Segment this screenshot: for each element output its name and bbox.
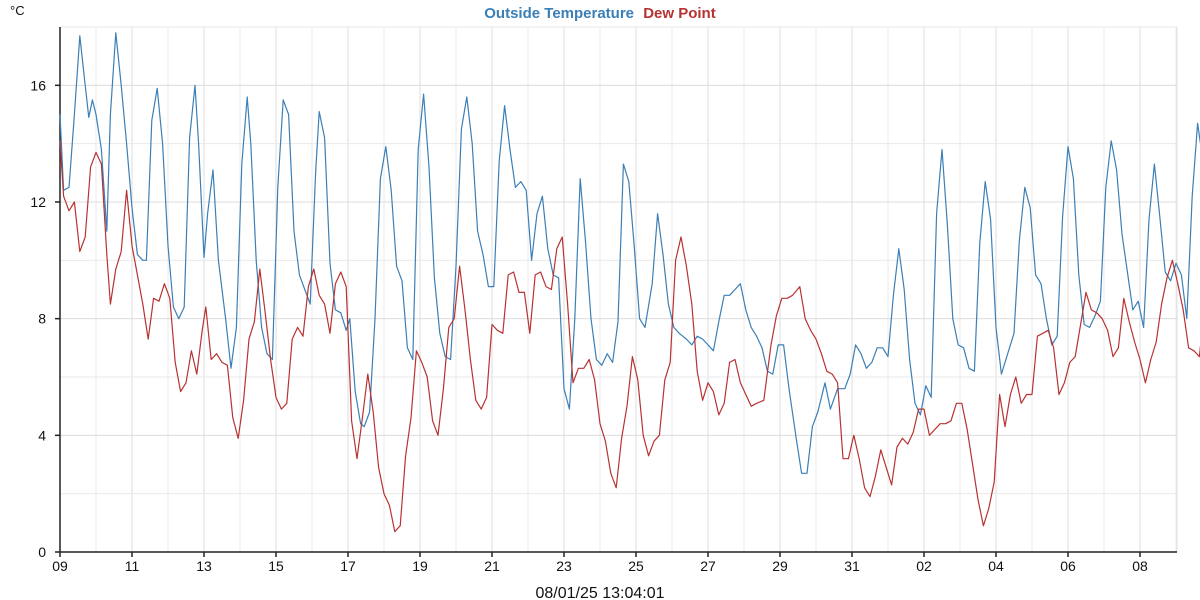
x-tick-label: 23 xyxy=(556,558,572,574)
x-tick-label: 04 xyxy=(988,558,1004,574)
x-tick-label: 11 xyxy=(125,558,140,574)
x-tick-label: 21 xyxy=(484,558,500,574)
x-tick-label: 02 xyxy=(916,558,932,574)
grid-lines xyxy=(59,26,1178,553)
y-tick-label: 16 xyxy=(30,77,46,93)
series-line-outside-temperature xyxy=(59,32,1200,474)
x-tick-label: 09 xyxy=(52,558,68,574)
series-group xyxy=(59,32,1200,533)
y-axis: 0 4 8 12 16 xyxy=(30,27,61,560)
x-tick-label: 25 xyxy=(628,558,644,574)
x-tick-label: 13 xyxy=(196,558,212,574)
x-tick-label: 06 xyxy=(1060,558,1076,574)
chart-title: Outside Temperature Dew Point xyxy=(484,5,715,22)
series-line-dew-point xyxy=(59,140,1200,533)
x-tick-label: 31 xyxy=(844,558,860,574)
x-tick-label: 19 xyxy=(412,558,428,574)
x-tick-label: 08 xyxy=(1132,558,1148,574)
x-tick-label: 17 xyxy=(340,558,356,574)
y-tick-label: 8 xyxy=(38,311,46,327)
title-outside-temperature: Outside Temperature xyxy=(484,5,634,22)
x-tick-label: 29 xyxy=(772,558,788,574)
y-tick-label: 4 xyxy=(38,427,46,443)
timestamp-label: 08/01/25 13:04:01 xyxy=(535,585,664,600)
y-unit-label: °C xyxy=(10,3,25,18)
x-tick-label: 27 xyxy=(700,558,716,574)
title-dew-point: Dew Point xyxy=(643,5,716,22)
y-tick-label: 0 xyxy=(38,544,46,560)
y-tick-label: 12 xyxy=(30,194,46,210)
x-axis: 09 11 13 15 17 19 21 23 25 27 29 31 02 04 06 08 xyxy=(52,551,1177,574)
x-tick-label: 15 xyxy=(268,558,284,574)
